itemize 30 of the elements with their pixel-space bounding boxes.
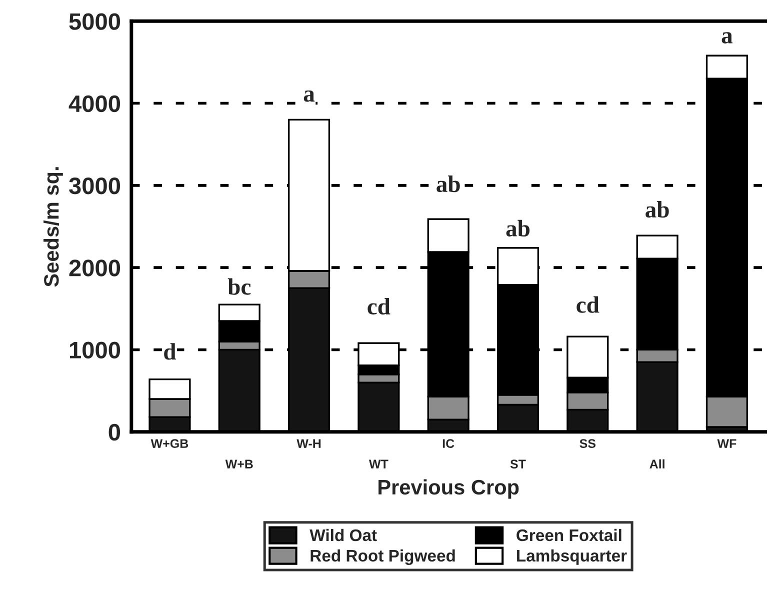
y-tick-label: 2000 <box>69 260 120 276</box>
annotation: ab <box>646 201 669 218</box>
x-tick-label: WF <box>717 439 736 448</box>
annotation: ab <box>436 176 460 192</box>
annotation: ab <box>506 220 530 237</box>
x-tick-label: W+GB <box>150 439 188 448</box>
y-tick-label: 1000 <box>70 342 120 359</box>
annotation: bc <box>228 278 251 295</box>
y-tick-label: 3000 <box>69 177 120 194</box>
x-tick-label: W+B <box>225 460 253 468</box>
annotation: a <box>304 90 315 102</box>
annotation: d <box>164 343 176 360</box>
annotation: a <box>722 32 733 44</box>
x-tick-label: IC <box>442 439 454 448</box>
y-axis-title: Seeds/m sq. <box>43 167 63 287</box>
x-tick-label: W-H <box>296 439 321 448</box>
x-tick-label: SS <box>580 439 596 448</box>
legend-label: Lambsquarter <box>517 549 627 565</box>
x-tick-label: WT <box>368 460 388 468</box>
annotation: cd <box>576 296 600 313</box>
y-tick-label: 0 <box>108 424 120 441</box>
legend-label: Wild Oat <box>310 528 377 542</box>
x-tick-label: All <box>650 459 664 468</box>
annotation: cd <box>368 298 390 315</box>
legend-label: Red Root Pigweed <box>310 549 455 565</box>
x-axis-title: Previous Crop <box>378 479 519 499</box>
y-tick-label: 5000 <box>69 13 120 30</box>
x-tick-label: ST <box>510 460 526 468</box>
legend-label: Green Foxtail <box>516 528 622 542</box>
y-tick-label: 4000 <box>68 95 120 112</box>
